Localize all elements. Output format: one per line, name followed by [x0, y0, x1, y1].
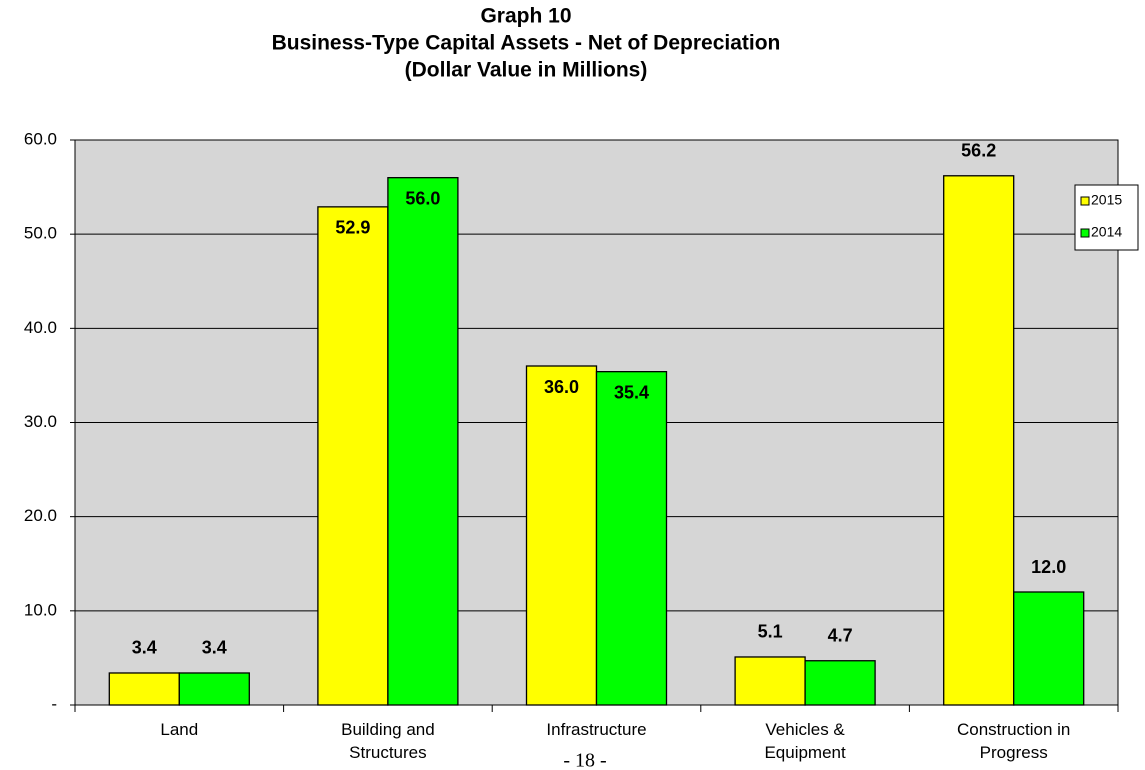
legend-swatch [1080, 228, 1090, 238]
x-tick-label: Infrastructure [546, 720, 646, 739]
page-number: - 18 - [563, 750, 606, 770]
bar [387, 177, 459, 706]
value-label: 56.2 [961, 141, 996, 161]
y-tick-label: 20.0 [24, 506, 57, 525]
chart-subtitle: Business-Type Capital Assets - Net of De… [272, 32, 781, 55]
value-label: 4.7 [828, 625, 853, 645]
bar [317, 206, 389, 706]
legend-label: 2015 [1091, 192, 1122, 208]
bar [734, 656, 806, 706]
bar [943, 175, 1015, 706]
value-label: 3.4 [132, 638, 157, 658]
value-label: 52.9 [335, 218, 370, 238]
x-tick-label: Vehicles & Equipment [764, 720, 846, 762]
x-tick-label: Construction in Progress [957, 720, 1070, 762]
value-label: 36.0 [544, 377, 579, 397]
bar [1013, 591, 1085, 706]
chart-note: (Dollar Value in Millions) [405, 59, 648, 82]
x-tick-label: Land [160, 720, 198, 739]
chart-title: Graph 10 [480, 5, 571, 28]
y-tick-label: 30.0 [24, 412, 57, 431]
legend-box [1074, 184, 1139, 251]
y-tick-label: - [51, 694, 57, 713]
legend-label: 2014 [1091, 224, 1122, 240]
value-label: 56.0 [405, 188, 440, 208]
legend-swatch [1080, 196, 1090, 206]
bar [595, 370, 668, 706]
value-label: 5.1 [758, 622, 783, 642]
y-tick-label: 60.0 [24, 129, 57, 148]
y-tick-label: 50.0 [24, 224, 57, 243]
y-tick-label: 10.0 [24, 600, 57, 619]
bar [178, 672, 250, 706]
bar [804, 660, 876, 706]
x-tick-label: Building and Structures [341, 720, 435, 762]
value-label: 12.0 [1031, 557, 1066, 577]
bar [108, 672, 180, 706]
bar [525, 365, 598, 706]
value-label: 3.4 [202, 638, 227, 658]
value-label: 35.4 [614, 382, 649, 402]
y-tick-label: 40.0 [24, 318, 57, 337]
